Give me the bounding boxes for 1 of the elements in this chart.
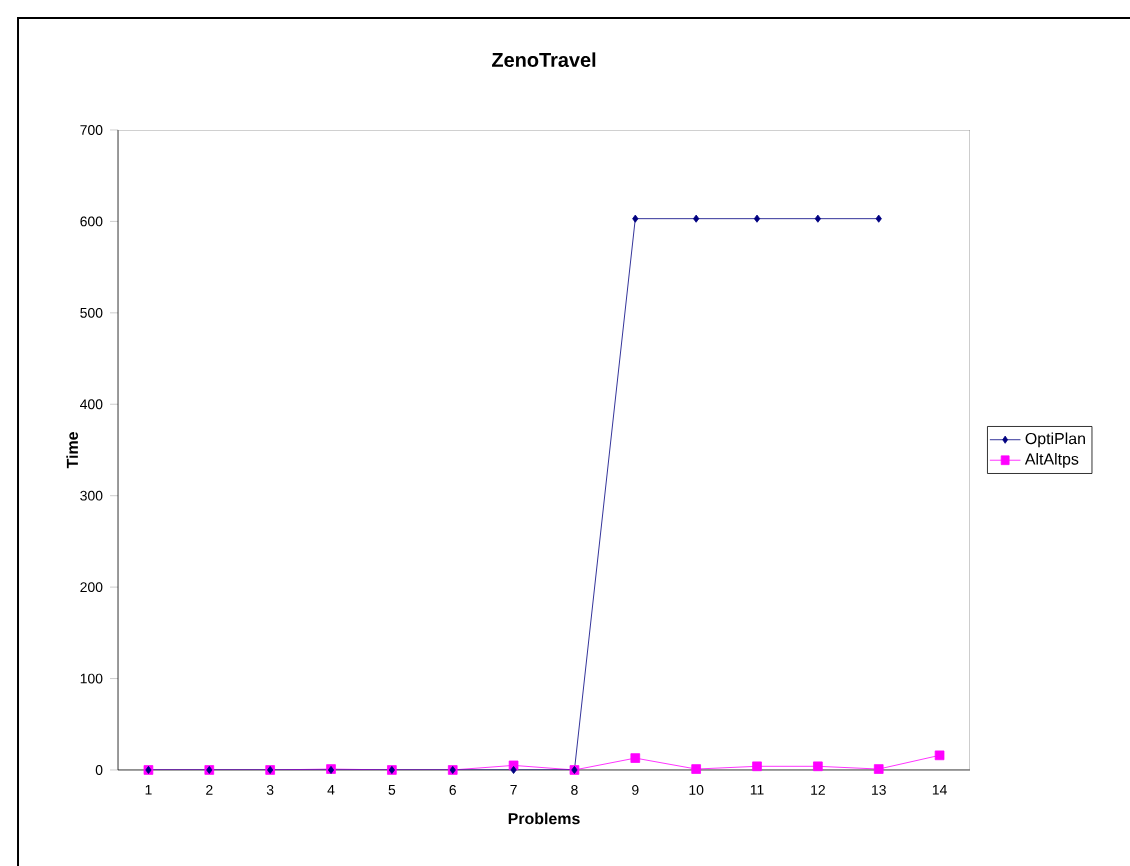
- chart-title: ZenoTravel: [492, 52, 596, 67]
